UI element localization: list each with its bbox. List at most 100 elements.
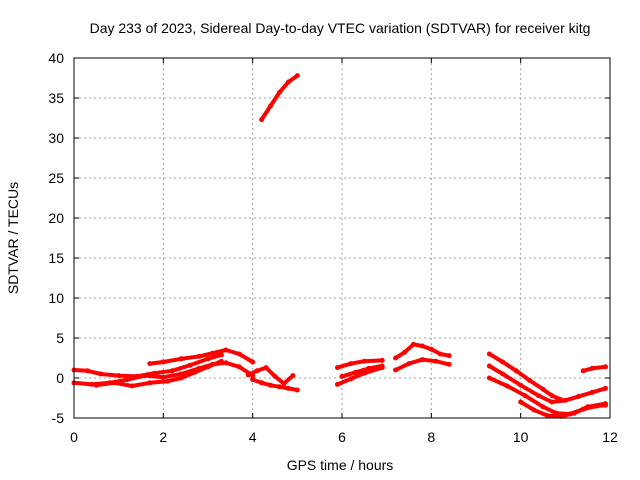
y-tick-label: -5: [52, 410, 65, 426]
y-tick-labels: -5 0 5 10 15 20 25 30 35 40: [48, 50, 64, 426]
data-point: [125, 377, 131, 383]
data-point: [223, 347, 229, 353]
data-point: [245, 372, 251, 378]
grid: [74, 58, 610, 418]
data-point: [236, 351, 242, 357]
data-point: [419, 343, 425, 349]
data-point: [549, 393, 555, 399]
data-point: [116, 373, 122, 379]
data-point: [348, 361, 354, 367]
data-point: [580, 368, 586, 374]
data-point: [205, 356, 211, 362]
x-tick-label: 8: [427, 429, 435, 445]
data-point: [562, 397, 568, 403]
y-axis-label: SDTVAR / TECUs: [5, 182, 21, 294]
data-point: [603, 401, 608, 407]
data-point: [571, 410, 577, 416]
data-point: [486, 363, 492, 369]
data-point: [254, 368, 260, 374]
data-point: [527, 377, 533, 383]
data-point: [352, 369, 358, 375]
data-point: [518, 399, 524, 405]
data-point: [259, 117, 265, 123]
data-point: [500, 359, 506, 365]
data-point: [522, 393, 528, 399]
data-point: [192, 369, 198, 375]
x-tick-label: 0: [70, 429, 78, 445]
data-point: [178, 356, 184, 362]
series-arc-10: [340, 364, 385, 379]
data-point: [393, 355, 399, 361]
data-point: [531, 407, 537, 413]
x-axis-label: GPS time / hours: [287, 457, 394, 473]
data-point: [129, 383, 135, 389]
data-point: [147, 361, 153, 367]
data-point: [178, 371, 184, 377]
data-point: [486, 375, 492, 381]
y-tick-label: 0: [56, 370, 64, 386]
data-point: [294, 387, 300, 393]
data-point: [366, 365, 372, 371]
y-tick-label: 10: [48, 290, 64, 306]
data-point: [549, 399, 555, 405]
data-point: [89, 381, 95, 387]
data-point: [143, 373, 148, 379]
data-point: [277, 89, 282, 95]
y-tick-label: 20: [48, 210, 64, 226]
data-point: [402, 349, 407, 355]
data-point: [93, 382, 99, 388]
data-point: [277, 384, 282, 390]
data-point: [536, 393, 541, 399]
data-point: [210, 350, 215, 356]
data-point: [196, 353, 202, 359]
data-point: [218, 358, 224, 364]
data-point: [379, 363, 385, 369]
data-point: [218, 352, 224, 358]
series-group: [71, 73, 608, 419]
data-point: [147, 380, 153, 386]
data-point: [84, 368, 90, 374]
data-point: [339, 373, 345, 379]
data-point: [518, 382, 524, 388]
data-point: [223, 360, 229, 366]
chart-title: Day 233 of 2023, Sidereal Day-to-day VTE…: [90, 20, 591, 36]
data-point: [263, 365, 269, 371]
data-point: [428, 346, 434, 352]
axis-ticks: [73, 57, 611, 419]
data-point: [335, 365, 340, 371]
x-tick-labels: 0 2 4 6 8 10 12: [70, 429, 618, 445]
series-arc-8: [335, 358, 385, 370]
data-point: [411, 341, 416, 347]
data-point: [513, 368, 519, 374]
x-tick-label: 4: [249, 429, 257, 445]
data-point: [250, 377, 256, 383]
y-tick-label: 30: [48, 130, 64, 146]
data-point: [259, 380, 265, 386]
data-point: [169, 368, 175, 374]
data-point: [589, 365, 595, 371]
data-point: [205, 364, 211, 370]
data-point: [437, 351, 443, 357]
data-point: [504, 383, 510, 389]
data-point: [160, 374, 166, 380]
data-point: [236, 364, 242, 370]
data-point: [111, 380, 117, 386]
data-point: [348, 376, 354, 382]
data-point: [250, 359, 256, 365]
data-point: [281, 381, 287, 387]
data-point: [335, 381, 340, 387]
data-point: [540, 404, 546, 410]
x-tick-label: 12: [602, 429, 618, 445]
data-point: [178, 375, 184, 381]
data-point: [486, 351, 492, 357]
x-tick-label: 6: [338, 429, 346, 445]
series-arc-9: [335, 365, 385, 387]
data-point: [160, 359, 166, 365]
data-point: [585, 404, 591, 410]
x-tick-label: 2: [159, 429, 167, 445]
data-point: [285, 385, 291, 391]
y-tick-label: 35: [48, 90, 64, 106]
data-point: [379, 357, 385, 363]
data-point: [393, 367, 399, 373]
